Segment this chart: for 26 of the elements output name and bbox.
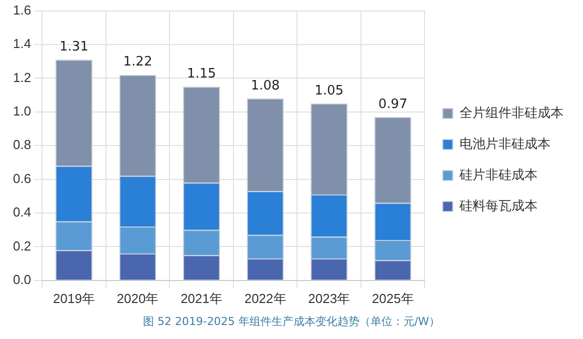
y-tick-label: 0.4 [12, 204, 32, 220]
x-tick-label: 2023年 [308, 290, 350, 306]
total-label: 1.22 [123, 54, 152, 70]
y-tick-label: 1.2 [12, 70, 32, 85]
text: 图 52 2019-2025 年组件生产成本变化趋势（单位：元/W） [142, 314, 442, 329]
total-label: 1.08 [250, 78, 280, 94]
y-tick-label: 0.0 [12, 272, 32, 287]
total-label: 1.15 [187, 66, 216, 82]
x-tick-label: 2025年 [372, 290, 414, 306]
y-tick-label: 0.6 [12, 170, 32, 186]
total-label: 1.05 [314, 83, 344, 98]
x-tick-label: 2021年 [180, 290, 222, 306]
legend-label: 硅料每瓦成本 [458, 198, 538, 214]
total-label: 0.97 [378, 96, 408, 112]
x-tick-label: 2019年 [53, 290, 95, 306]
legend-label: 硅片非硅成本 [458, 167, 538, 182]
legend-label: 全片组件非硅成本 [459, 105, 564, 120]
x-tick-label: 2022年 [244, 290, 286, 306]
y-tick-label: 1.4 [12, 36, 32, 52]
legend-label: 电池片非硅成本 [459, 136, 550, 152]
y-tick-label: 0.2 [12, 238, 32, 254]
y-tick-label: 1.6 [12, 2, 32, 18]
x-tick-label: 2020年 [116, 290, 159, 306]
y-tick-label: 1.0 [12, 103, 32, 118]
total-label: 1.31 [59, 40, 88, 55]
y-tick-label: 0.8 [12, 137, 32, 152]
